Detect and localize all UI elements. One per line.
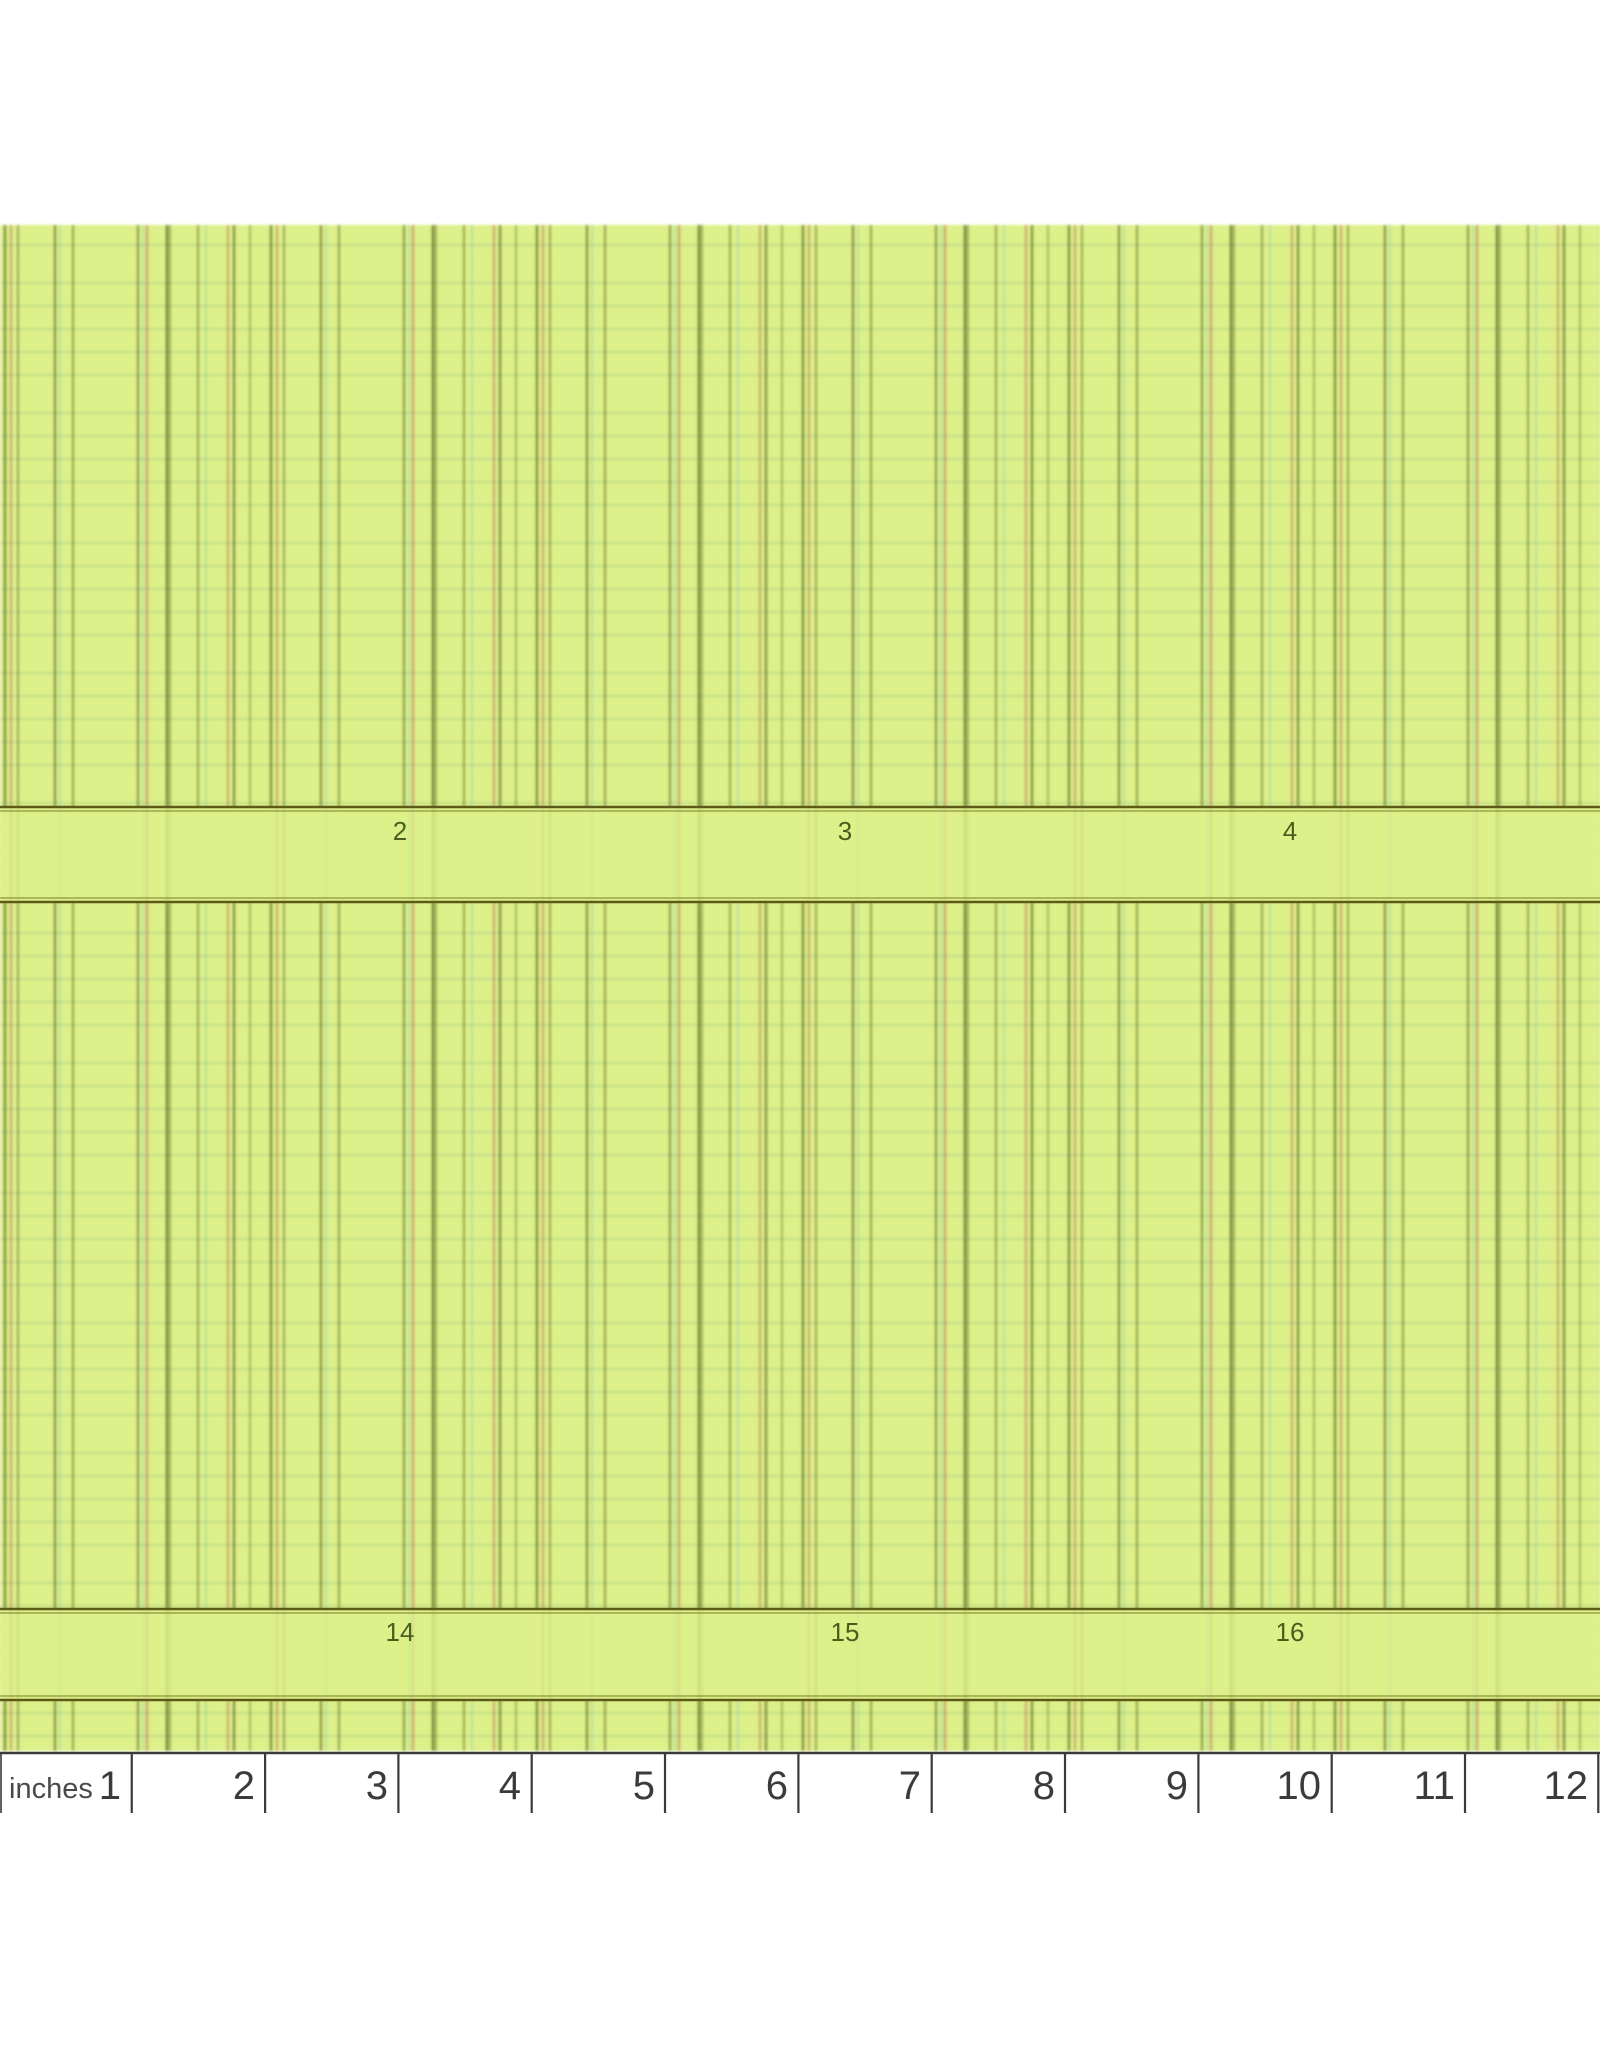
svg-text:2: 2 — [393, 816, 407, 846]
svg-text:6: 6 — [766, 1764, 788, 1808]
svg-text:4: 4 — [1283, 816, 1297, 846]
svg-text:14: 14 — [386, 1617, 415, 1647]
svg-text:9: 9 — [1166, 1764, 1188, 1808]
svg-text:4: 4 — [499, 1764, 521, 1808]
svg-text:10: 10 — [1277, 1764, 1322, 1808]
svg-text:11: 11 — [1413, 1764, 1455, 1808]
svg-text:1: 1 — [99, 1764, 121, 1808]
svg-text:8: 8 — [1033, 1764, 1055, 1808]
svg-text:inches: inches — [9, 1773, 93, 1805]
svg-text:3: 3 — [838, 816, 852, 846]
svg-text:15: 15 — [831, 1617, 860, 1647]
svg-text:7: 7 — [899, 1764, 921, 1808]
svg-text:12: 12 — [1544, 1764, 1589, 1808]
svg-text:16: 16 — [1276, 1617, 1305, 1647]
svg-text:2: 2 — [233, 1764, 255, 1808]
svg-text:3: 3 — [366, 1764, 388, 1808]
svg-text:5: 5 — [633, 1764, 655, 1808]
